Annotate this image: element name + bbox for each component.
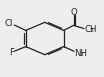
Text: 2: 2 — [79, 52, 83, 57]
Text: NH: NH — [75, 49, 88, 58]
Text: O: O — [71, 8, 77, 17]
Text: Cl: Cl — [4, 19, 13, 28]
Text: 3: 3 — [89, 28, 93, 33]
Text: F: F — [9, 48, 14, 57]
Text: CH: CH — [84, 25, 97, 34]
